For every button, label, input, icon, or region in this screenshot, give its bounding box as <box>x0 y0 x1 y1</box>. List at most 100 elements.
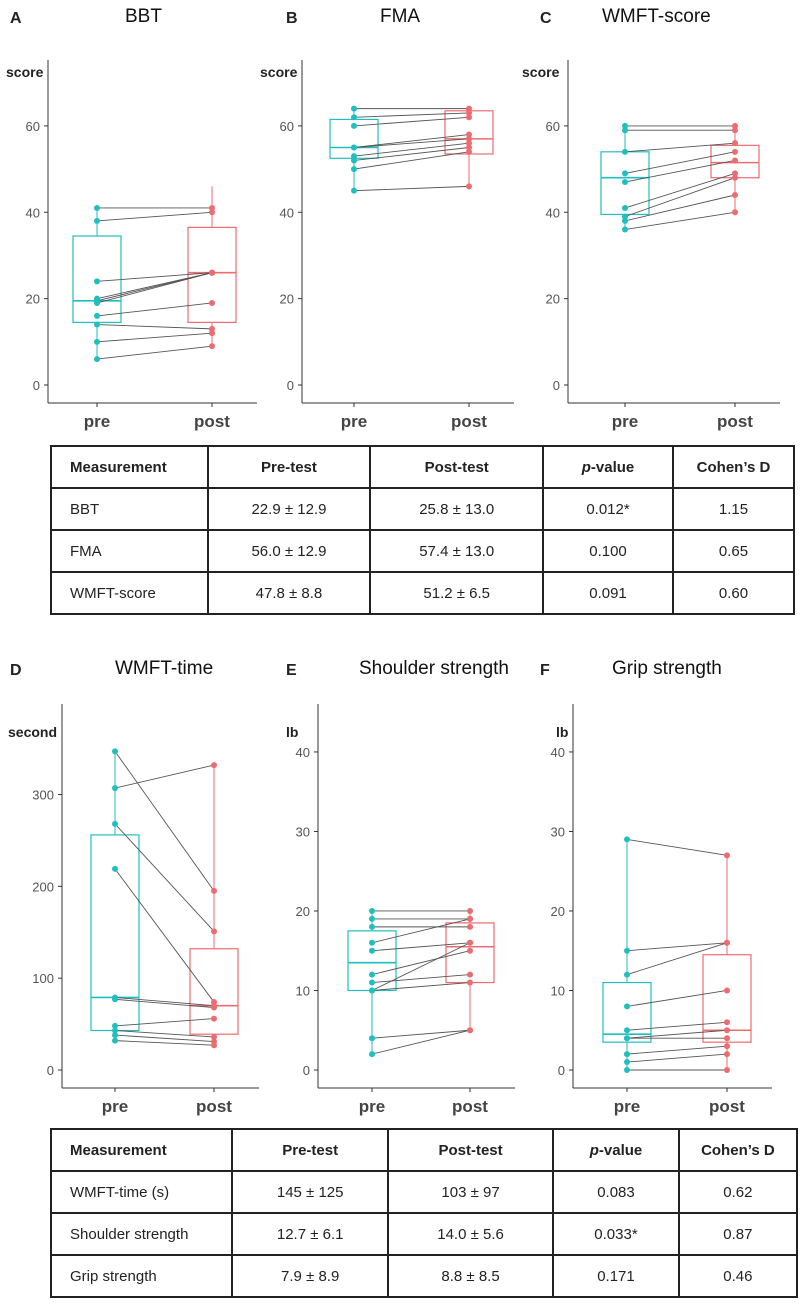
panel-title: FMA <box>380 6 421 27</box>
post-point <box>211 1042 217 1049</box>
cell: 0.171 <box>552 1254 680 1298</box>
pre-point <box>622 170 628 177</box>
post-point <box>724 1051 730 1058</box>
pair-line <box>626 1029 728 1039</box>
post-point <box>209 299 215 306</box>
cell: 0.083 <box>552 1170 680 1214</box>
panel-letter: D <box>10 662 22 679</box>
pair-line <box>353 147 470 161</box>
cell: 7.9 ± 8.9 <box>231 1254 389 1298</box>
post-point <box>211 1004 217 1011</box>
pre-point <box>351 114 357 121</box>
pair-line <box>96 302 213 317</box>
pair-line <box>371 942 471 991</box>
col-header: Pre-test <box>231 1128 389 1172</box>
post-point <box>467 947 473 954</box>
x-tick-label: post <box>194 412 230 431</box>
y-tick-label: 30 <box>296 824 310 839</box>
pre-point <box>112 1037 118 1044</box>
pre-point <box>351 105 357 112</box>
cell: BBT <box>50 487 209 531</box>
pre-point <box>624 1027 630 1034</box>
post-point <box>732 174 738 181</box>
y-unit: lb <box>286 724 299 740</box>
post-point <box>724 1067 730 1073</box>
table-row: WMFT-score 47.8 ± 8.8 51.2 ± 6.5 0.091 0… <box>50 571 796 615</box>
y-unit: lb <box>556 724 569 740</box>
x-tick-label: pre <box>359 1097 385 1116</box>
col-header: Cohen’s D <box>677 1128 799 1172</box>
cell: 56.0 ± 12.9 <box>206 529 372 573</box>
post-point <box>466 140 472 147</box>
pair-line <box>114 751 215 892</box>
y-tick-label: 40 <box>551 745 565 760</box>
y-tick-label: 20 <box>551 904 565 919</box>
post-point <box>724 1019 730 1026</box>
y-tick-label: 0 <box>33 378 40 393</box>
col-header: Measurement <box>49 1128 234 1172</box>
chart-fma: 0 20 40 60 pre post <box>280 60 514 431</box>
pre-point <box>624 1035 630 1042</box>
post-point <box>466 109 472 116</box>
chart-grip-strength: 0 10 20 30 40 pre post <box>551 704 772 1116</box>
pair-line <box>353 112 470 118</box>
y-tick-label: 0 <box>303 1063 310 1078</box>
panel-title: WMFT-time <box>115 658 214 679</box>
col-header: Post-test <box>369 445 545 489</box>
post-point <box>732 157 738 164</box>
post-point <box>211 1033 217 1040</box>
pair-line <box>626 942 728 976</box>
post-point <box>732 192 738 198</box>
cell: 8.8 ± 8.5 <box>386 1254 555 1298</box>
post-point <box>467 907 473 914</box>
post-point <box>209 325 215 332</box>
post-point <box>732 170 738 177</box>
post-point <box>467 1027 473 1034</box>
table-header-row: Measurement Pre-test Post-test p-value C… <box>50 445 796 489</box>
cell: 51.2 ± 6.5 <box>369 571 545 615</box>
x-tick-label: post <box>717 412 753 431</box>
pair-line <box>353 138 470 148</box>
y-tick-label: 0 <box>553 378 560 393</box>
table-row: Grip strength 7.9 ± 8.9 8.8 ± 8.5 0.171 … <box>49 1254 799 1298</box>
y-tick-label: 40 <box>546 205 560 220</box>
x-tick-label: pre <box>84 412 110 431</box>
table-row: WMFT-time (s) 145 ± 125 103 ± 97 0.083 0… <box>49 1170 799 1214</box>
x-tick-label: pre <box>614 1097 640 1116</box>
col-header: Post-test <box>386 1128 555 1172</box>
pre-point <box>622 148 628 155</box>
pre-point <box>369 947 375 954</box>
pair-line <box>371 950 471 976</box>
y-unit: second <box>8 724 58 740</box>
cell: 25.8 ± 13.0 <box>369 487 545 531</box>
pair-line <box>353 134 470 148</box>
x-tick-label: post <box>709 1097 745 1116</box>
y-tick-label: 20 <box>546 292 560 307</box>
panel-letter: F <box>540 662 550 679</box>
post-point <box>467 939 473 946</box>
table-header-row: Measurement Pre-test Post-test p-value C… <box>49 1128 799 1172</box>
y-tick-label: 40 <box>26 205 40 220</box>
pair-line <box>353 151 470 170</box>
cell: 0.091 <box>542 571 674 615</box>
x-tick-label: pre <box>102 1097 128 1116</box>
chart-shoulder-strength: 0 10 20 30 40 pre post <box>296 704 515 1116</box>
pair-line <box>624 211 736 230</box>
stats-table-1: Measurement Pre-test Post-test p-value C… <box>50 445 796 615</box>
pair-line <box>371 1029 471 1055</box>
y-tick-label: 60 <box>546 119 560 134</box>
post-point <box>467 971 473 978</box>
pre-box <box>602 981 652 1043</box>
cell: 0.62 <box>677 1170 799 1214</box>
panel-letter: B <box>286 10 298 27</box>
pair-line <box>626 838 728 856</box>
post-point <box>466 183 472 190</box>
post-point <box>466 144 472 151</box>
y-tick-label: 20 <box>26 292 40 307</box>
panel-title: Grip strength <box>612 658 722 679</box>
pre-point <box>112 996 118 1003</box>
y-tick-label: 0 <box>558 1063 565 1078</box>
post-point <box>209 209 215 216</box>
pair-line <box>371 942 471 952</box>
post-point <box>209 269 215 276</box>
